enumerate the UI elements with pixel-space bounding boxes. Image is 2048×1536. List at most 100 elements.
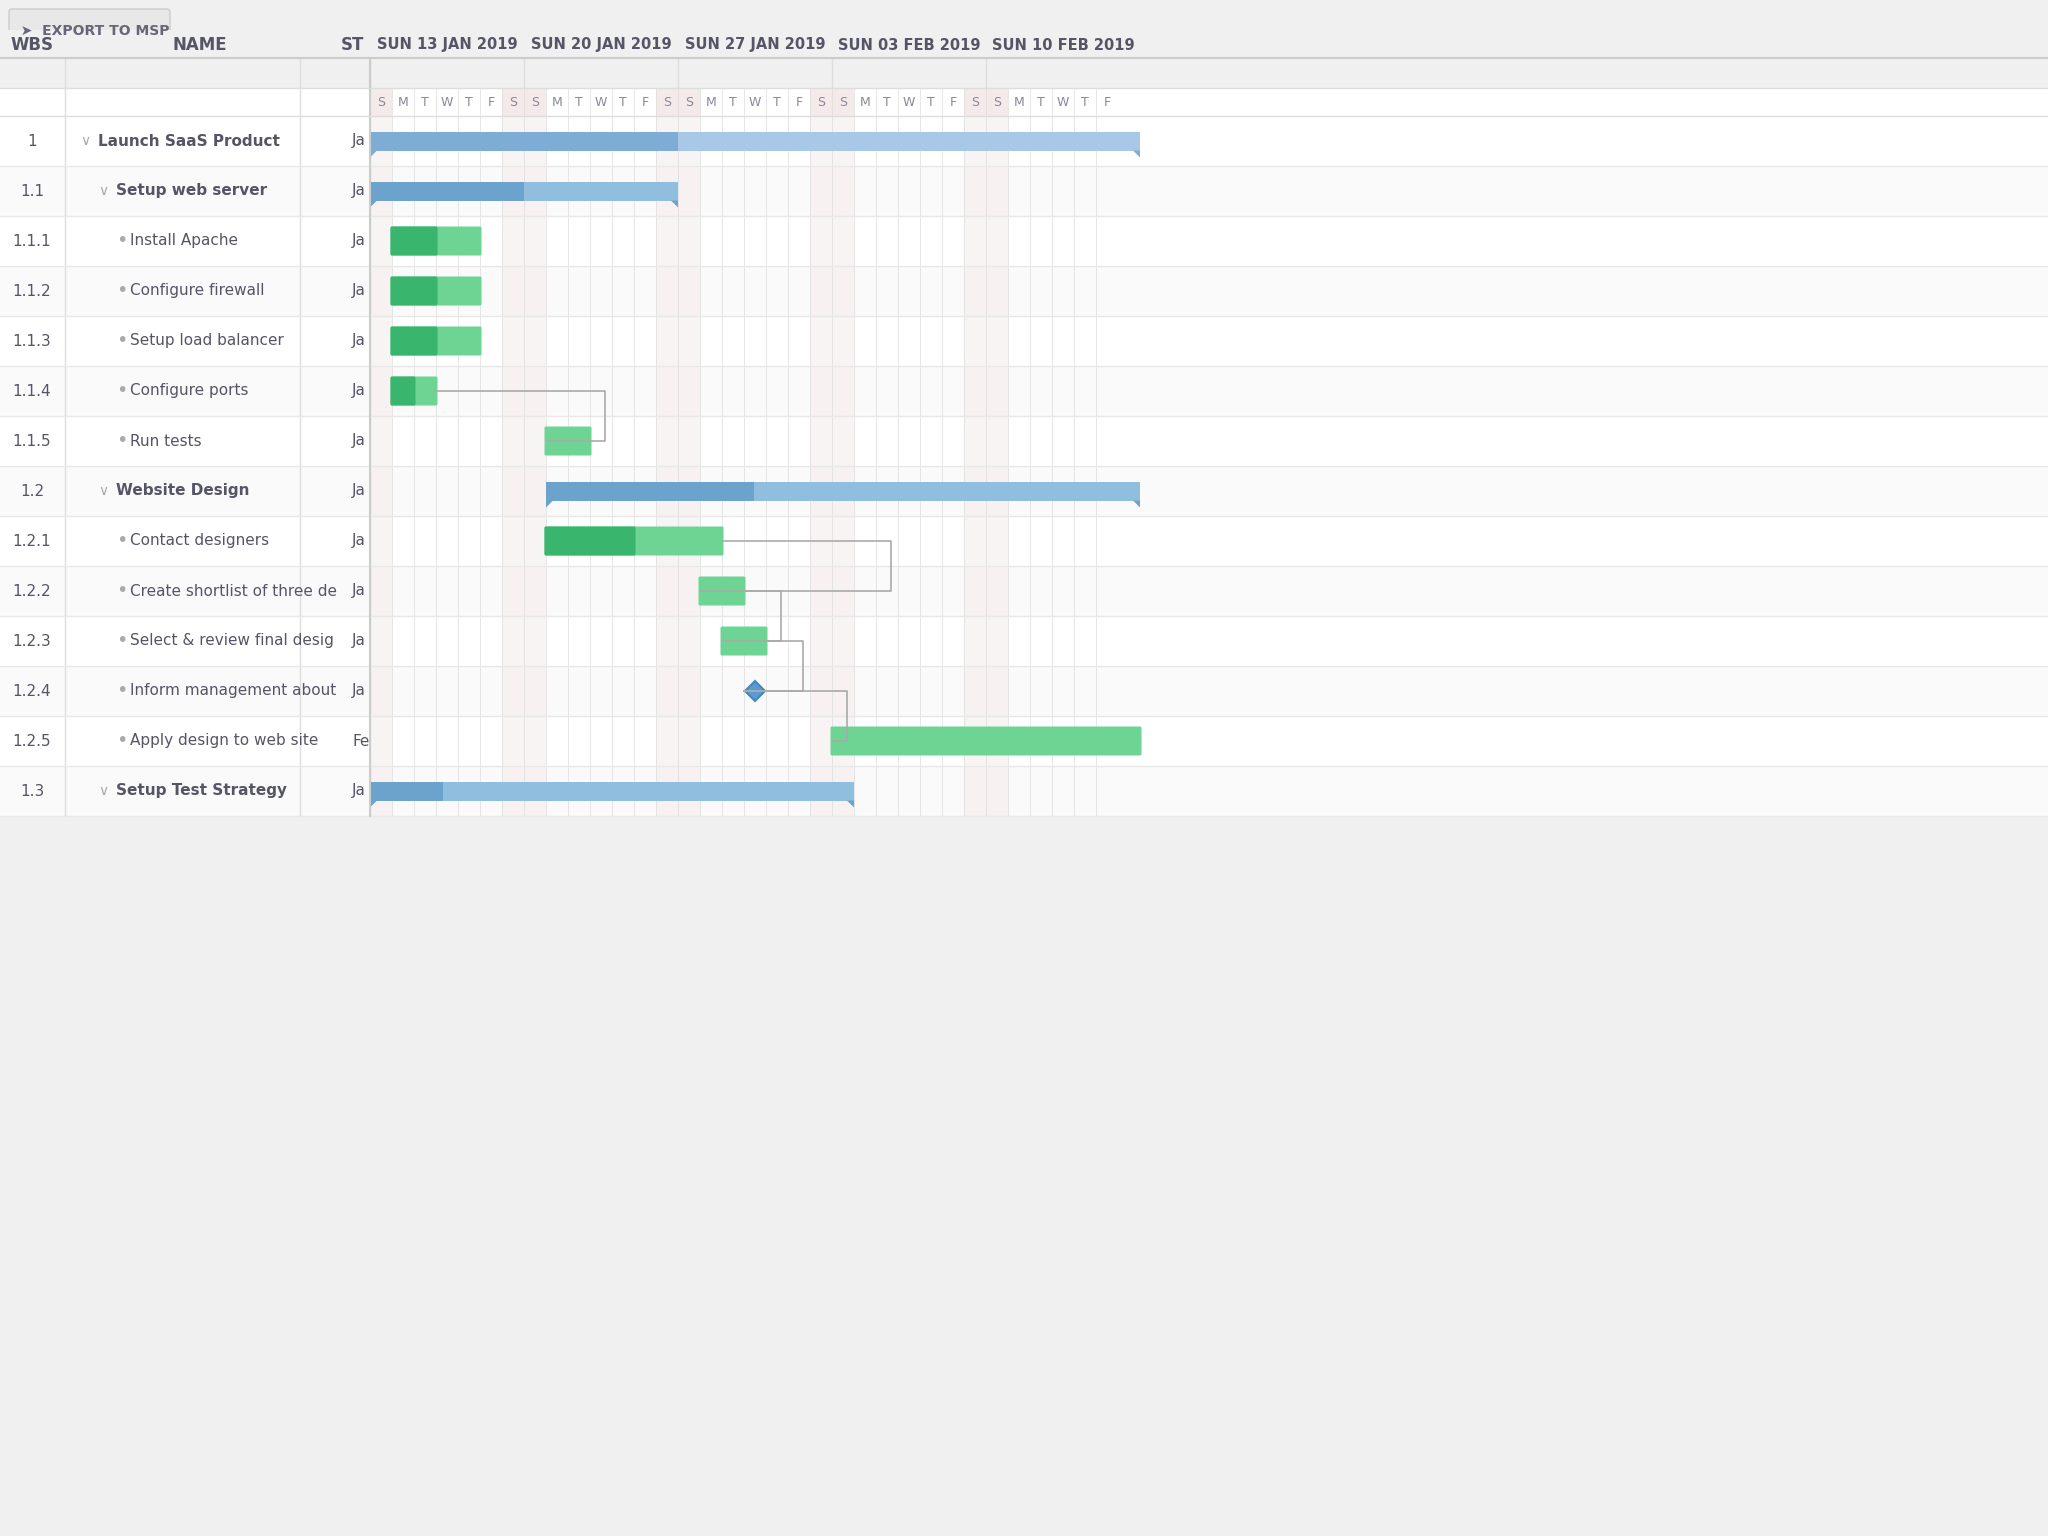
Text: ∨: ∨ <box>80 134 90 147</box>
Bar <box>524 766 547 816</box>
Text: Setup Test Strategy: Setup Test Strategy <box>117 783 287 799</box>
Bar <box>831 88 854 117</box>
Text: Ja: Ja <box>352 484 367 499</box>
Text: Setup web server: Setup web server <box>117 183 266 198</box>
Text: T: T <box>1036 95 1044 109</box>
Text: WBS: WBS <box>10 35 53 54</box>
Text: 1.2.3: 1.2.3 <box>12 633 51 648</box>
Bar <box>985 516 1008 565</box>
FancyBboxPatch shape <box>721 627 768 656</box>
FancyBboxPatch shape <box>545 527 635 556</box>
Bar <box>811 565 831 616</box>
Text: •: • <box>117 531 127 550</box>
Text: T: T <box>729 95 737 109</box>
Bar <box>831 565 854 616</box>
FancyBboxPatch shape <box>391 276 481 306</box>
Text: 1.1.4: 1.1.4 <box>12 384 51 398</box>
Bar <box>831 465 854 516</box>
Bar <box>524 667 547 716</box>
Bar <box>502 117 524 166</box>
Bar <box>965 117 985 166</box>
Bar <box>985 667 1008 716</box>
Bar <box>965 88 985 117</box>
Bar <box>985 565 1008 616</box>
Bar <box>985 416 1008 465</box>
Bar <box>524 266 547 316</box>
Text: M: M <box>707 95 717 109</box>
Bar <box>0 31 2048 88</box>
FancyBboxPatch shape <box>391 327 481 355</box>
Bar <box>831 366 854 416</box>
Text: M: M <box>1014 95 1024 109</box>
FancyBboxPatch shape <box>371 782 442 800</box>
Bar <box>371 366 391 416</box>
Bar <box>524 716 547 766</box>
Text: S: S <box>840 95 848 109</box>
Bar <box>811 266 831 316</box>
Text: T: T <box>422 95 428 109</box>
FancyBboxPatch shape <box>545 427 592 456</box>
Text: ∨: ∨ <box>98 783 109 799</box>
Text: T: T <box>1081 95 1090 109</box>
Text: Ja: Ja <box>352 284 367 298</box>
Text: T: T <box>883 95 891 109</box>
FancyBboxPatch shape <box>391 376 416 406</box>
FancyBboxPatch shape <box>698 576 745 605</box>
Bar <box>811 616 831 667</box>
Text: Contact designers: Contact designers <box>129 533 268 548</box>
Text: •: • <box>117 381 127 401</box>
Bar <box>678 516 700 565</box>
Bar <box>678 217 700 266</box>
Polygon shape <box>672 201 678 207</box>
Bar <box>502 88 524 117</box>
Bar <box>985 316 1008 366</box>
Text: SUN 03 FEB 2019: SUN 03 FEB 2019 <box>838 37 981 52</box>
Text: 1.2.5: 1.2.5 <box>12 734 51 748</box>
Text: M: M <box>397 95 408 109</box>
Bar <box>655 465 678 516</box>
Bar <box>678 266 700 316</box>
FancyBboxPatch shape <box>547 481 1141 501</box>
Bar <box>0 667 2048 716</box>
Bar <box>678 667 700 716</box>
Bar <box>524 516 547 565</box>
Bar <box>678 565 700 616</box>
Text: Create shortlist of three de: Create shortlist of three de <box>129 584 338 599</box>
Bar <box>502 565 524 616</box>
Text: T: T <box>774 95 780 109</box>
Bar <box>371 117 391 166</box>
Bar <box>655 266 678 316</box>
Text: S: S <box>993 95 1001 109</box>
Text: •: • <box>117 582 127 601</box>
Bar <box>0 416 2048 465</box>
Bar <box>371 766 391 816</box>
Text: Ja: Ja <box>352 183 367 198</box>
Bar <box>524 217 547 266</box>
Bar <box>655 667 678 716</box>
Polygon shape <box>745 680 766 700</box>
Bar <box>502 616 524 667</box>
Bar <box>965 366 985 416</box>
Bar <box>965 217 985 266</box>
Bar <box>655 117 678 166</box>
Bar <box>371 166 391 217</box>
FancyBboxPatch shape <box>545 527 723 556</box>
Text: S: S <box>377 95 385 109</box>
Text: Ja: Ja <box>352 584 367 599</box>
Bar <box>811 766 831 816</box>
Text: SUN 27 JAN 2019: SUN 27 JAN 2019 <box>684 37 825 52</box>
Bar <box>524 88 547 117</box>
Text: Setup load balancer: Setup load balancer <box>129 333 285 349</box>
Bar <box>831 166 854 217</box>
Text: Ja: Ja <box>352 783 367 799</box>
Bar <box>655 516 678 565</box>
Bar <box>811 166 831 217</box>
Bar <box>831 667 854 716</box>
Text: F: F <box>950 95 956 109</box>
Text: S: S <box>510 95 516 109</box>
Text: 1.2: 1.2 <box>20 484 45 499</box>
FancyBboxPatch shape <box>831 727 1141 756</box>
Text: Launch SaaS Product: Launch SaaS Product <box>98 134 281 149</box>
Bar <box>0 516 2048 565</box>
Bar <box>811 416 831 465</box>
